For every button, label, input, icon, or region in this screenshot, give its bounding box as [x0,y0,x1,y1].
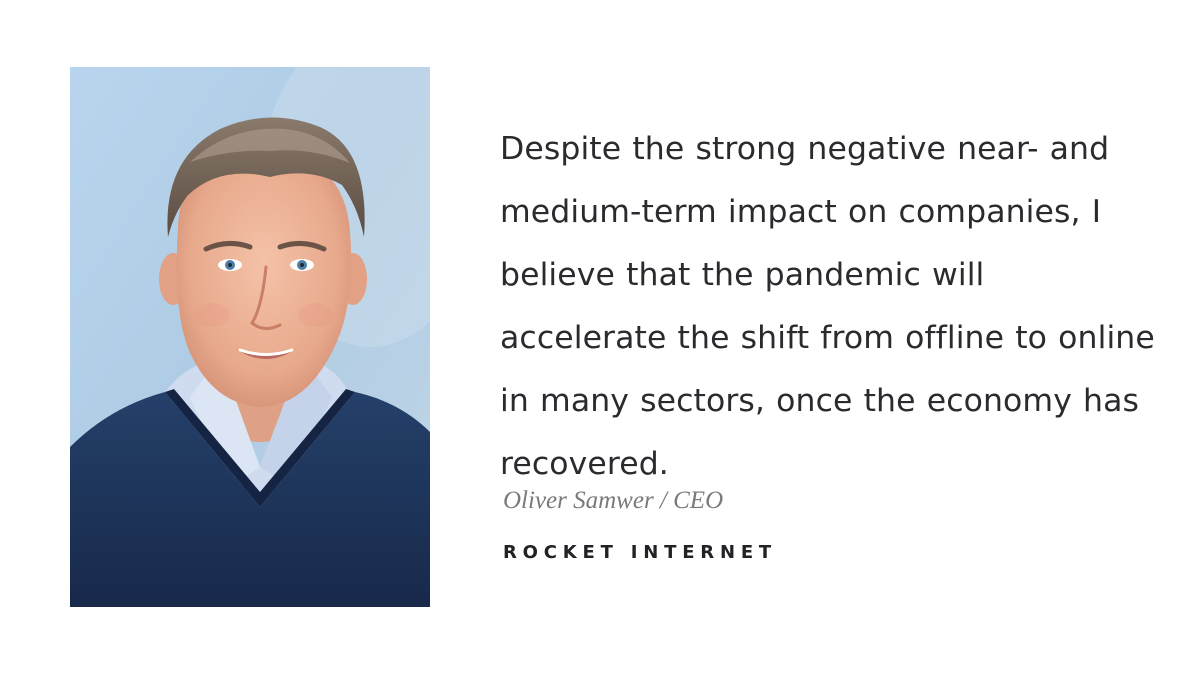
quote-text: Despite the strong negative near- and me… [500,131,1155,482]
portrait-photo [70,67,430,607]
portrait-illustration [70,67,430,607]
company-logo-text: ROCKET INTERNET [503,542,777,563]
author-name: Oliver Samwer / CEO [503,487,724,514]
